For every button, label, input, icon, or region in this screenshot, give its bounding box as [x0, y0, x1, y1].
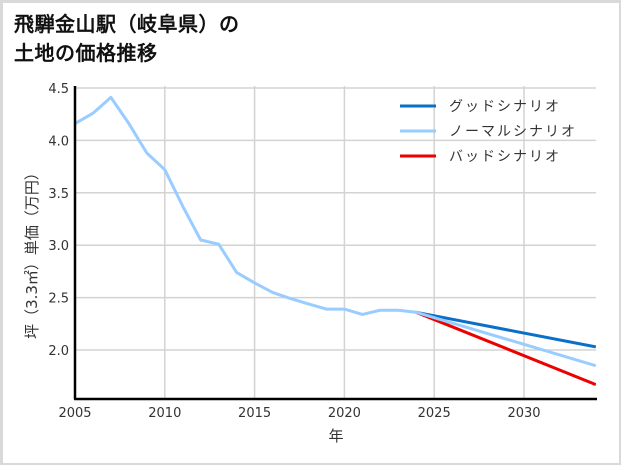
- x-tick-label: 2020: [328, 406, 361, 421]
- x-axis-label: 年: [328, 427, 343, 445]
- legend-label: グッドシナリオ: [449, 99, 561, 115]
- axes: [73, 86, 597, 401]
- x-tick-label: 2025: [418, 406, 451, 421]
- series-line: [415, 310, 596, 386]
- y-tick-label: 3.5: [48, 187, 69, 202]
- legend-label: バッドシナリオ: [449, 149, 561, 165]
- chart-title: 飛騨金山駅（岐阜県）の 土地の価格推移: [14, 10, 240, 68]
- x-tick-labels: 2005 2010 2015 2020 2025 2030: [58, 406, 540, 421]
- y-tick-labels: 2.0 2.5 3.0 3.5 4.0 4.5: [48, 82, 69, 359]
- grid-lines: [75, 86, 596, 399]
- x-tick-label: 2015: [238, 406, 271, 421]
- series-lines: [75, 95, 596, 386]
- x-tick-label: 2005: [58, 406, 91, 421]
- y-tick-label: 3.0: [48, 239, 69, 254]
- y-tick-label: 4.5: [48, 82, 69, 97]
- y-tick-label: 2.0: [48, 344, 69, 359]
- y-tick-label: 2.5: [48, 292, 69, 307]
- y-axis-label: 坪（3.3㎡）単価（万円）: [23, 165, 41, 339]
- x-tick-label: 2010: [148, 406, 181, 421]
- series-line: [415, 310, 596, 349]
- legend-label: ノーマルシナリオ: [449, 124, 577, 140]
- chart-title-line2: 土地の価格推移: [14, 41, 158, 65]
- series-line: [75, 95, 596, 368]
- y-tick-label: 4.0: [48, 134, 69, 149]
- x-tick-label: 2030: [507, 406, 540, 421]
- chart-title-line1: 飛騨金山駅（岐阜県）の: [14, 12, 240, 36]
